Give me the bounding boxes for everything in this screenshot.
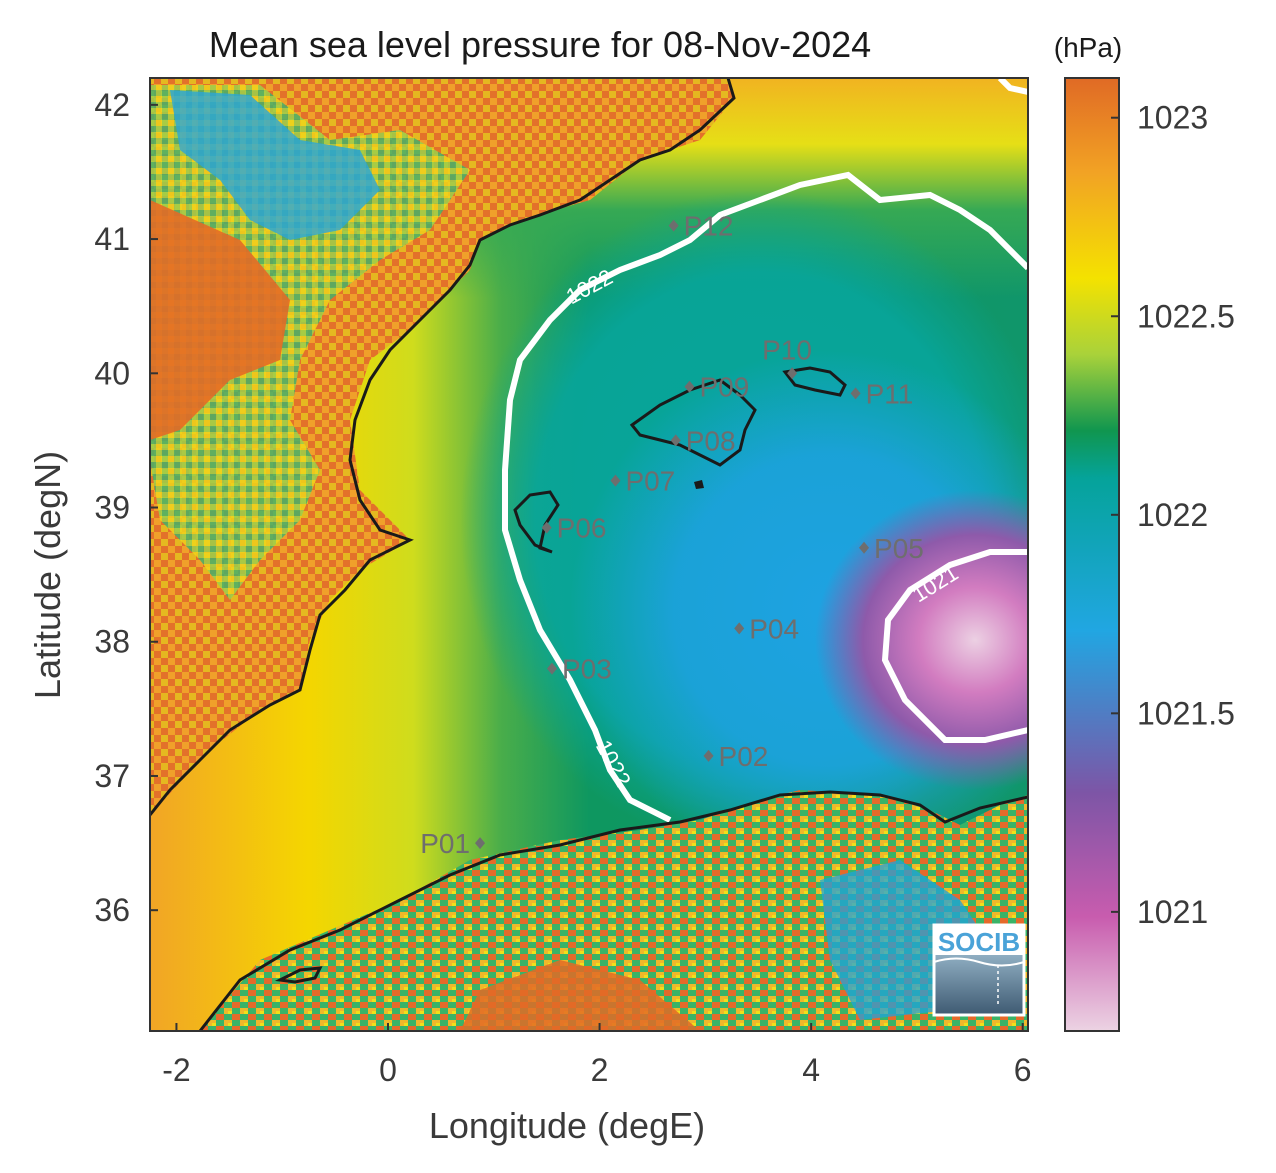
station-label: P08 — [686, 425, 736, 456]
station-label: P12 — [684, 211, 734, 242]
y-tick-label: 36 — [94, 892, 130, 928]
y-tick-label: 38 — [94, 624, 130, 660]
x-axis: -2 0 2 4 6 — [162, 1023, 1031, 1088]
x-tick-label: -2 — [162, 1052, 190, 1088]
x-tick-label: 6 — [1014, 1052, 1032, 1088]
y-axis-label: Latitude (degN) — [27, 451, 68, 699]
colorbar-unit: (hPa) — [1054, 32, 1122, 63]
y-tick-label: 40 — [94, 355, 130, 391]
x-tick-label: 4 — [802, 1052, 820, 1088]
station-label: P02 — [719, 741, 769, 772]
colorbar: (hPa) 1023 1022.5 1022 1021.5 1021 — [1054, 32, 1235, 1031]
station-label: P11 — [866, 378, 914, 409]
y-tick-label: 41 — [94, 221, 130, 257]
station-label: P01 — [420, 828, 470, 859]
station-label: P04 — [749, 613, 799, 644]
colorbar-ticks: 1023 1022.5 1022 1021.5 1021 — [1111, 100, 1235, 930]
station-label: P03 — [562, 654, 612, 685]
y-tick-label: 42 — [94, 87, 130, 123]
x-tick-label: 0 — [379, 1052, 397, 1088]
colorbar-tick-label: 1022.5 — [1137, 298, 1235, 334]
colorbar-tick-label: 1022 — [1137, 497, 1208, 533]
colorbar-tick-label: 1021.5 — [1137, 695, 1235, 731]
y-tick-label: 39 — [94, 490, 130, 526]
station-label: P09 — [699, 372, 749, 403]
socib-logo: SOCIB — [934, 925, 1024, 1015]
station-label: P07 — [625, 466, 675, 497]
socib-logo-text: SOCIB — [938, 927, 1020, 957]
station-label: P10 — [762, 334, 812, 365]
station-label: P06 — [557, 513, 607, 544]
x-tick-label: 2 — [591, 1052, 609, 1088]
chart-title: Mean sea level pressure for 08-Nov-2024 — [209, 24, 871, 65]
colorbar-tick-label: 1023 — [1137, 100, 1208, 136]
colorbar-gradient — [1065, 78, 1119, 1031]
y-tick-label: 37 — [94, 758, 130, 794]
pressure-map-figure: Mean sea level pressure for 08-Nov-2024 … — [0, 0, 1276, 1173]
colorbar-tick-label: 1021 — [1137, 894, 1208, 930]
x-axis-label: Longitude (degE) — [429, 1105, 705, 1146]
y-axis: 42 41 40 39 38 37 36 — [94, 87, 158, 928]
station-label: P05 — [874, 533, 924, 564]
